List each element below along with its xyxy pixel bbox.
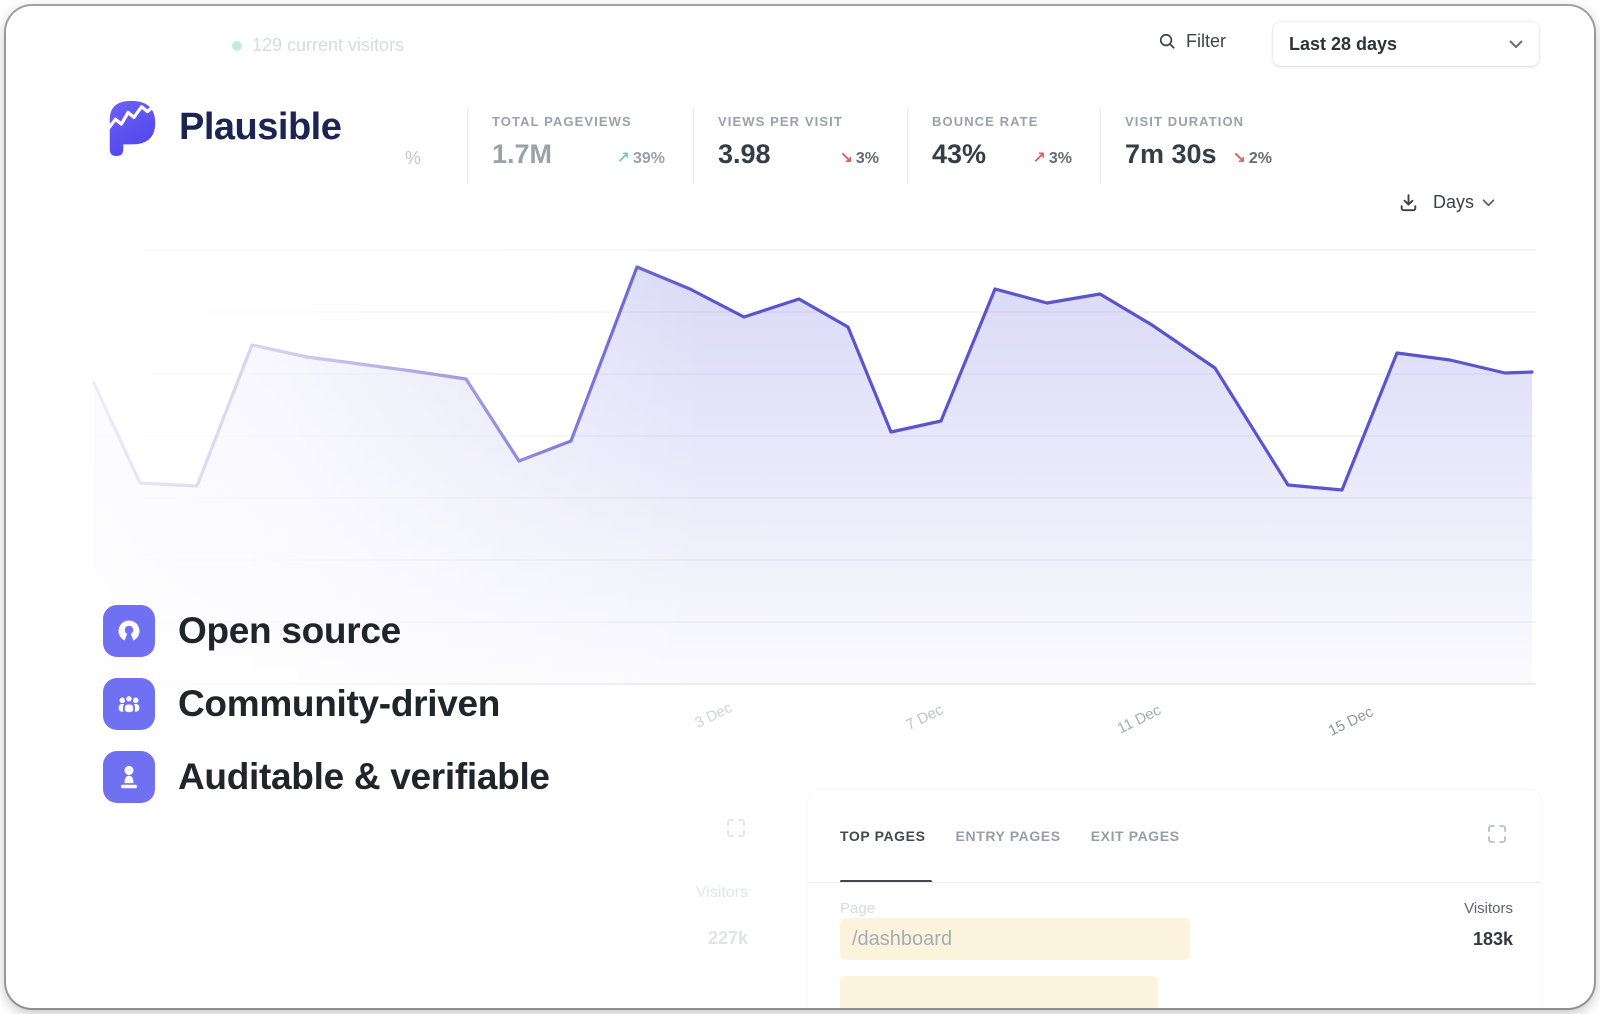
stat-value: 1.7M: [492, 139, 553, 169]
stat-label: TOTAL PAGEVIEWS: [492, 114, 632, 129]
download-icon[interactable]: [1398, 192, 1419, 213]
stat-change-value: 3%: [855, 150, 879, 167]
pages-table-headers: Page Visitors: [840, 900, 1513, 917]
feature-item-auditable-verifiable: Auditable & verifiable: [103, 751, 550, 803]
tab-exit-pages[interactable]: EXIT PAGES: [1090, 828, 1180, 844]
search-icon: [1158, 32, 1177, 51]
stat-change-value: 2%: [1248, 150, 1272, 167]
pages-tabs: TOP PAGES ENTRY PAGES EXIT PAGES: [840, 828, 1180, 844]
stat-change: ↗ 3%: [1032, 148, 1072, 168]
page-visitors-value: 183k: [1472, 929, 1513, 949]
faded-stat-fragment: %: [405, 148, 422, 168]
left-panel-visitors-header: Visitors: [695, 884, 748, 901]
chevron-down-icon: [1482, 198, 1495, 207]
stat-label: VISIT DURATION: [1125, 114, 1245, 129]
feature-item-community-driven: Community-driven: [103, 678, 550, 730]
top-stats-row: TOTAL PAGEVIEWS 1.7M ↗ 39% VIEWS PER VISIT 3.…: [467, 108, 1300, 184]
stat-value: 43%: [932, 139, 987, 169]
stat-value: 7m 30s: [1125, 139, 1217, 169]
current-visitors-indicator[interactable]: 129 current visitors: [232, 35, 404, 56]
stat-change: ↘ 3%: [839, 148, 879, 168]
pages-panel: TOP PAGES ENTRY PAGES EXIT PAGES Page Visi…: [808, 790, 1541, 1008]
brand-name: Plausible: [179, 105, 342, 148]
stat-change: ↗ 39%: [617, 148, 665, 168]
left-panel-visitors-value: 227k: [707, 928, 748, 948]
expand-icon[interactable]: [726, 818, 746, 838]
page-row-partial[interactable]: [840, 976, 1513, 1008]
page-row-dashboard[interactable]: /dashboard 183k: [840, 918, 1513, 960]
stat-bounce-rate: BOUNCE RATE 43% ↗ 3%: [907, 108, 1100, 184]
stat-visit-duration: VISIT DURATION 7m 30s ↘ 2%: [1100, 108, 1300, 184]
stat-total-pageviews: TOTAL PAGEVIEWS 1.7M ↗ 39%: [467, 108, 693, 184]
tab-top-pages[interactable]: TOP PAGES: [840, 828, 926, 844]
visitors-bar: [840, 918, 1190, 960]
stamp-icon: [103, 751, 155, 803]
stat-change-value: 3%: [1048, 150, 1072, 167]
trend-down-icon: ↘: [1232, 150, 1246, 167]
visitors-bar: [840, 976, 1158, 1008]
stat-label: BOUNCE RATE: [932, 114, 1039, 129]
feature-label: Community-driven: [178, 683, 501, 724]
current-visitors-label: 129 current visitors: [252, 35, 405, 55]
date-range-select[interactable]: Last 28 days: [1273, 22, 1539, 66]
active-tab-underline: [840, 880, 932, 883]
open-source-icon: [103, 605, 155, 657]
expand-icon[interactable]: [1487, 824, 1507, 844]
interval-controls: Days: [1398, 192, 1495, 213]
stat-change: ↘ 2%: [1232, 148, 1272, 168]
live-visitors-dot: [232, 40, 242, 51]
page-path: /dashboard: [852, 928, 953, 950]
sources-panel-faded: Visitors 227k: [96, 790, 776, 1008]
stat-change-value: 39%: [632, 150, 665, 167]
trend-up-icon: ↗: [616, 150, 630, 167]
stat-label: VIEWS PER VISIT: [718, 114, 843, 129]
feature-list: Open source Community-driven Auditable & v…: [103, 605, 550, 824]
filter-label: Filter: [1186, 31, 1226, 51]
community-icon: [103, 678, 155, 730]
tab-entry-pages[interactable]: ENTRY PAGES: [955, 828, 1061, 844]
interval-label: Days: [1433, 192, 1475, 212]
interval-select[interactable]: Days: [1433, 192, 1495, 213]
plausible-brand: Plausible: [103, 96, 342, 158]
page-column-header: Page: [840, 900, 876, 917]
feature-label: Open source: [178, 610, 401, 651]
chevron-down-icon: [1509, 40, 1523, 49]
feature-item-open-source: Open source: [103, 605, 550, 657]
filter-button[interactable]: Filter: [1158, 31, 1226, 52]
feature-label: Auditable & verifiable: [178, 756, 550, 797]
tabs-divider: [808, 882, 1541, 883]
stat-value: 3.98: [718, 139, 771, 169]
plausible-logo-icon: [103, 96, 161, 158]
dashboard-card: 3 Dec 7 Dec 11 Dec 15 Dec 129 current visit…: [6, 6, 1594, 1008]
stat-views-per-visit: VIEWS PER VISIT 3.98 ↘ 3%: [693, 108, 907, 184]
trend-up-icon: ↗: [1032, 150, 1046, 167]
date-range-value: Last 28 days: [1289, 33, 1398, 54]
visitors-column-header: Visitors: [1464, 900, 1513, 917]
trend-down-icon: ↘: [839, 150, 853, 167]
